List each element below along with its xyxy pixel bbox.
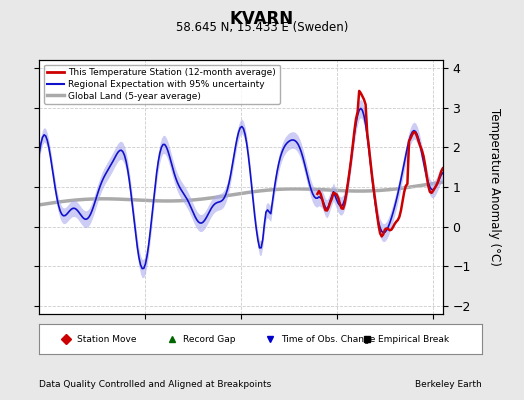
Text: Data Quality Controlled and Aligned at Breakpoints: Data Quality Controlled and Aligned at B… — [39, 380, 271, 389]
Text: Berkeley Earth: Berkeley Earth — [416, 380, 482, 389]
Text: KVARN: KVARN — [230, 10, 294, 28]
Text: Empirical Break: Empirical Break — [378, 334, 449, 344]
Text: Station Move: Station Move — [77, 334, 136, 344]
Y-axis label: Temperature Anomaly (°C): Temperature Anomaly (°C) — [487, 108, 500, 266]
Text: 58.645 N, 15.433 E (Sweden): 58.645 N, 15.433 E (Sweden) — [176, 21, 348, 34]
Text: Time of Obs. Change: Time of Obs. Change — [281, 334, 375, 344]
Legend: This Temperature Station (12-month average), Regional Expectation with 95% uncer: This Temperature Station (12-month avera… — [44, 64, 279, 104]
Text: Record Gap: Record Gap — [183, 334, 236, 344]
